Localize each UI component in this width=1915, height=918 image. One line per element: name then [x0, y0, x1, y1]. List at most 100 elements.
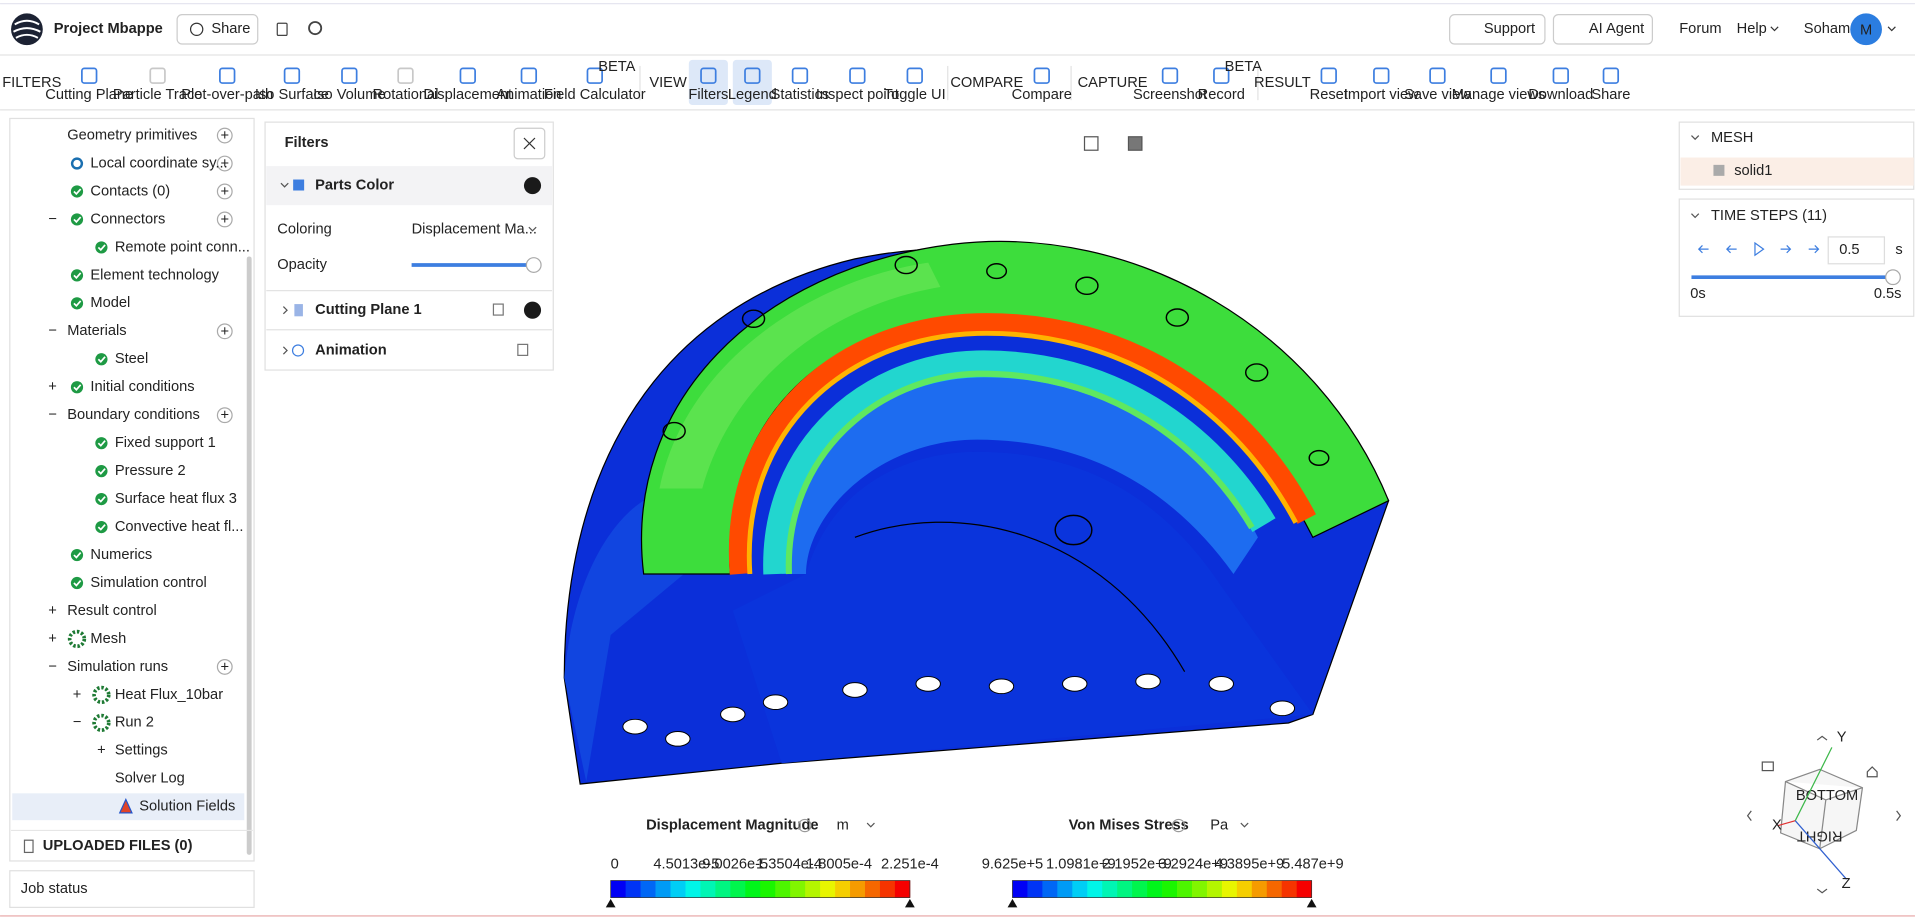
toolbar-item[interactable]: Particle Trace [113, 87, 203, 103]
legend-info[interactable] [1171, 818, 1186, 833]
user-name[interactable]: Soham [1804, 21, 1850, 37]
toolbar-icon[interactable] [1161, 67, 1179, 84]
time-control[interactable] [1780, 245, 1792, 254]
tree-item[interactable]: Local coordinate sy... [90, 155, 227, 171]
toolbar-icon[interactable] [791, 67, 809, 84]
tree-item[interactable]: Heat Flux_10bar [115, 687, 223, 703]
tree-item[interactable]: Convective heat fl... [115, 519, 244, 535]
copy-icon[interactable] [276, 22, 288, 37]
color-swatch[interactable] [523, 177, 542, 195]
settings-icon[interactable] [308, 21, 323, 36]
toolbar-item[interactable]: Filters [688, 87, 728, 103]
toolbar-item[interactable]: Plot-over-path [181, 87, 273, 103]
row-chevron[interactable] [1691, 213, 1700, 219]
tree-item[interactable]: Result control [67, 603, 157, 619]
tree-expander[interactable]: − [48, 323, 57, 339]
delete-icon[interactable] [517, 343, 529, 356]
tree-item[interactable]: Pressure 2 [115, 463, 186, 479]
toolbar-icon[interactable] [1490, 67, 1507, 84]
toolbar-item[interactable]: Save view [1404, 87, 1471, 103]
opacity-knob[interactable] [525, 257, 542, 273]
tree-item[interactable]: Materials [67, 323, 126, 339]
toolbar-icon[interactable] [1552, 67, 1569, 84]
share-label[interactable]: Share [211, 21, 250, 37]
view-icon[interactable] [1127, 136, 1143, 151]
camera-icon[interactable] [1761, 761, 1774, 772]
support-button[interactable] [1449, 14, 1546, 45]
toolbar-icon[interactable] [1602, 67, 1620, 84]
legend-info[interactable] [798, 818, 812, 833]
toolbar-item[interactable]: Rotational [373, 87, 439, 103]
uploaded-files[interactable]: UPLOADED FILES (0) [43, 838, 193, 854]
tree-expander[interactable]: − [48, 659, 57, 675]
toolbar-item[interactable]: Animation [496, 87, 561, 103]
tree-item[interactable]: Simulation runs [67, 659, 168, 675]
toolbar-item[interactable]: Field Calculator [544, 87, 646, 103]
toolbar-item[interactable]: Displacement [423, 87, 512, 103]
forum-link[interactable]: Forum [1679, 21, 1721, 37]
toolbar-item[interactable]: Manage views [1452, 87, 1546, 103]
tree-expander[interactable]: − [48, 407, 57, 423]
legend-unit[interactable]: Pa [1210, 817, 1229, 833]
toolbar-item[interactable]: Iso Volume [313, 87, 385, 103]
toolbar-item[interactable]: Import view [1344, 87, 1419, 103]
toolbar-item[interactable]: Legend [728, 87, 777, 103]
toolbar-icon[interactable] [1373, 67, 1390, 84]
tree-item[interactable]: Boundary conditions [67, 407, 200, 423]
toolbar-icon[interactable] [397, 67, 414, 84]
toolbar-icon[interactable] [1320, 67, 1337, 84]
toolbar-icon[interactable] [149, 67, 166, 84]
toolbar-icon[interactable] [283, 67, 301, 84]
legend-unit[interactable]: m [837, 817, 849, 833]
time-knob[interactable] [1885, 269, 1901, 286]
color-swatch[interactable] [523, 301, 542, 319]
toolbar-icon[interactable] [744, 67, 761, 84]
tree-expander[interactable]: + [97, 743, 106, 759]
animation-item[interactable]: Animation [315, 342, 387, 358]
toolbar-item[interactable]: Compare [1012, 87, 1072, 103]
time-input[interactable] [1827, 236, 1886, 265]
toolbar-icon[interactable] [906, 67, 923, 84]
toolbar-item[interactable]: Iso Surface [255, 87, 329, 103]
tree-item[interactable]: Initial conditions [90, 379, 194, 395]
tree-item[interactable]: Mesh [90, 631, 126, 647]
toolbar-icon[interactable] [586, 67, 603, 84]
toolbar-item[interactable]: Statistics [771, 87, 830, 103]
add-button[interactable] [216, 407, 233, 424]
time-control[interactable] [1697, 245, 1709, 254]
tree-expander[interactable]: + [48, 379, 57, 395]
tree-expander[interactable]: − [48, 211, 57, 227]
toolbar-icon[interactable] [219, 67, 236, 84]
colorbar-handle[interactable] [1306, 898, 1317, 908]
ai-agent-button[interactable] [1552, 14, 1653, 45]
toolbar-icon[interactable] [700, 67, 717, 84]
share-button[interactable] [176, 14, 259, 45]
toolbar-icon[interactable] [1213, 67, 1230, 84]
row-chevron[interactable] [280, 182, 289, 188]
tree-item[interactable]: Geometry primitives [67, 127, 197, 143]
toolbar-item[interactable]: Reset [1310, 87, 1348, 103]
tree-expander[interactable]: + [48, 631, 57, 647]
row-chevron[interactable] [282, 346, 288, 355]
colorbar-handle[interactable] [904, 898, 915, 908]
coloring-value[interactable]: Displacement Ma... [412, 221, 537, 237]
delete-icon[interactable] [492, 303, 504, 316]
toolbar-icon[interactable] [341, 67, 358, 84]
job-status[interactable]: Job status [21, 881, 88, 897]
tree-item[interactable]: Steel [115, 351, 148, 367]
toolbar-icon[interactable] [1033, 67, 1050, 84]
avatar[interactable] [1850, 13, 1882, 46]
toolbar-icon[interactable] [520, 67, 538, 84]
tree-item[interactable]: Connectors [90, 211, 165, 227]
cutting-plane-item[interactable]: Cutting Plane 1 [315, 302, 422, 318]
tree-item[interactable]: Solution Fields [139, 799, 235, 815]
tree-item[interactable]: Element technology [90, 267, 219, 283]
add-button[interactable] [216, 323, 233, 340]
help-link[interactable]: Help [1737, 21, 1767, 37]
tree-item[interactable]: Simulation control [90, 575, 206, 591]
view-icon[interactable] [1083, 136, 1099, 151]
tree-expander[interactable]: − [73, 715, 82, 731]
tree-item[interactable]: Model [90, 295, 130, 311]
tree-item[interactable]: Solver Log [115, 771, 185, 787]
add-button[interactable] [216, 658, 233, 675]
